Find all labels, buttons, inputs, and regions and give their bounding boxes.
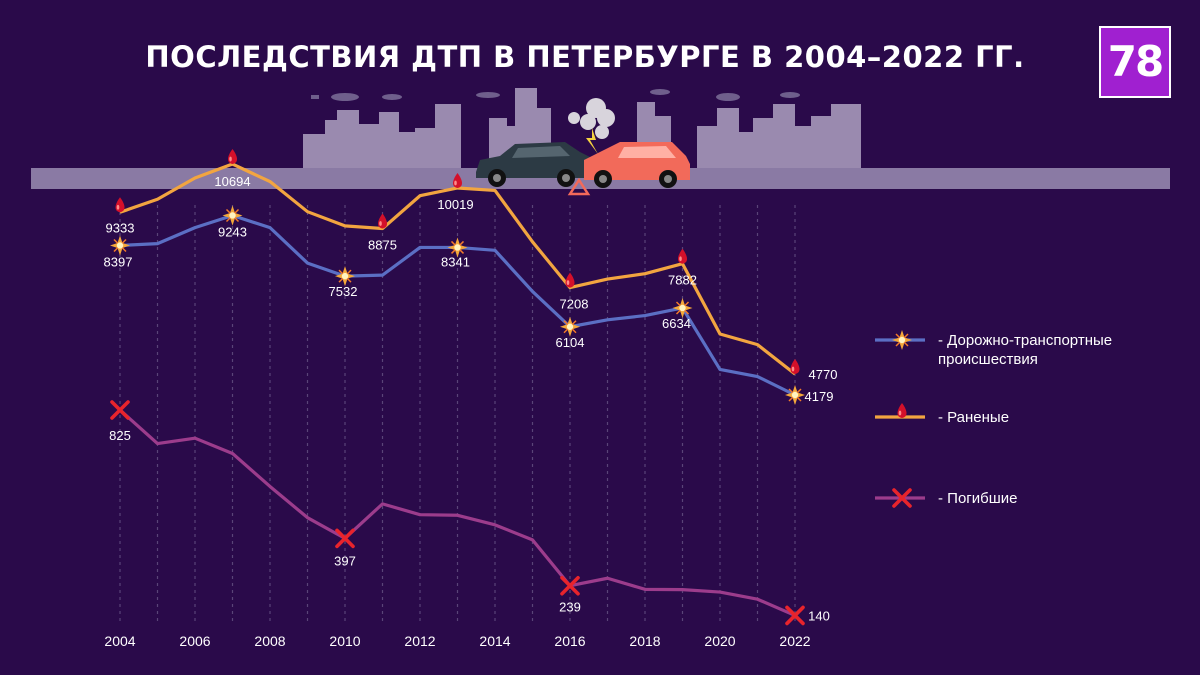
x-tick-label: 2020 <box>704 633 735 649</box>
data-label-injured: 10019 <box>437 197 473 212</box>
blood-drop-icon <box>378 213 387 229</box>
legend-item-injured: - Раненые <box>875 403 1009 426</box>
dark-car-icon <box>476 142 592 187</box>
x-tick-label: 2018 <box>629 633 660 649</box>
spark-icon <box>560 316 580 337</box>
x-tick-label: 2006 <box>179 633 210 649</box>
cross-icon <box>110 400 130 420</box>
data-label-deaths: 825 <box>109 428 131 443</box>
warning-triangle-icon <box>567 177 591 196</box>
blood-drop-icon <box>678 248 687 264</box>
data-label-accidents: 8397 <box>104 254 133 269</box>
data-label-injured: 4770 <box>809 367 838 382</box>
data-label-injured: 7208 <box>560 297 589 312</box>
data-label-accidents: 8341 <box>441 254 470 269</box>
blood-drop-icon <box>453 172 462 188</box>
data-markers <box>110 149 805 626</box>
x-tick-label: 2022 <box>779 633 810 649</box>
chart-title: ПОСЛЕДСТВИЯ ДТП В ПЕТЕРБУРГЕ В 2004–2022… <box>145 40 1025 74</box>
data-label-injured: 7882 <box>668 273 697 288</box>
data-label-accidents: 9243 <box>218 224 247 239</box>
data-label-injured: 10694 <box>214 174 250 189</box>
x-tick-label: 2004 <box>104 633 135 649</box>
legend-label: - Раненые <box>938 409 1009 426</box>
blood-drop-icon <box>897 403 907 418</box>
data-label-accidents: 4179 <box>805 389 834 404</box>
cross-icon <box>560 575 580 596</box>
spark-icon <box>110 235 130 256</box>
legend: - Дорожно-транспортные происшествия - Ране… <box>875 330 1112 508</box>
spark-icon <box>892 330 912 350</box>
blood-drop-icon <box>228 149 237 165</box>
x-tick-label: 2008 <box>254 633 285 649</box>
cross-icon <box>785 605 805 626</box>
data-label-deaths: 397 <box>334 553 356 568</box>
legend-item-accidents: - Дорожно-транспортные происшествия <box>875 330 1112 368</box>
spark-icon <box>447 237 468 258</box>
blood-drop-icon <box>790 359 800 375</box>
cross-icon <box>335 528 355 549</box>
city-skyline-illustration <box>31 88 1170 196</box>
spark-icon <box>785 385 805 405</box>
x-tick-label: 2012 <box>404 633 435 649</box>
x-tick-label: 2016 <box>554 633 585 649</box>
data-label-deaths: 239 <box>559 600 581 615</box>
data-label-accidents: 6634 <box>662 316 691 331</box>
legend-label: - Погибшие <box>938 490 1017 507</box>
blood-drop-icon <box>115 197 125 213</box>
x-tick-label: 2010 <box>329 633 360 649</box>
data-label-accidents: 6104 <box>556 335 585 350</box>
series-line-deaths <box>118 408 796 617</box>
red-car-icon <box>584 142 690 188</box>
data-label-injured: 8875 <box>368 238 397 253</box>
data-label-deaths: 140 <box>808 608 830 623</box>
cross-icon <box>892 488 912 508</box>
data-labels: 9333 10694 8875 10019 7208 7882 4770 8397 9243 75… <box>104 174 838 623</box>
x-tick-label: 2014 <box>479 633 510 649</box>
spark-icon <box>672 297 693 318</box>
legend-label: происшествия <box>938 351 1038 368</box>
spark-icon <box>222 205 243 226</box>
data-label-accidents: 7532 <box>329 284 358 299</box>
channel-78-logo: 78 <box>1099 26 1171 98</box>
legend-label: - Дорожно-транспортные <box>938 332 1112 349</box>
spark-icon <box>335 266 355 287</box>
x-axis-tick-labels: 2004 2006 2008 2010 2012 2014 2016 2018 2020 2022 <box>104 633 810 649</box>
legend-item-deaths: - Погибшие <box>875 488 1017 508</box>
data-label-injured: 9333 <box>106 220 135 235</box>
blood-drop-icon <box>565 272 575 288</box>
